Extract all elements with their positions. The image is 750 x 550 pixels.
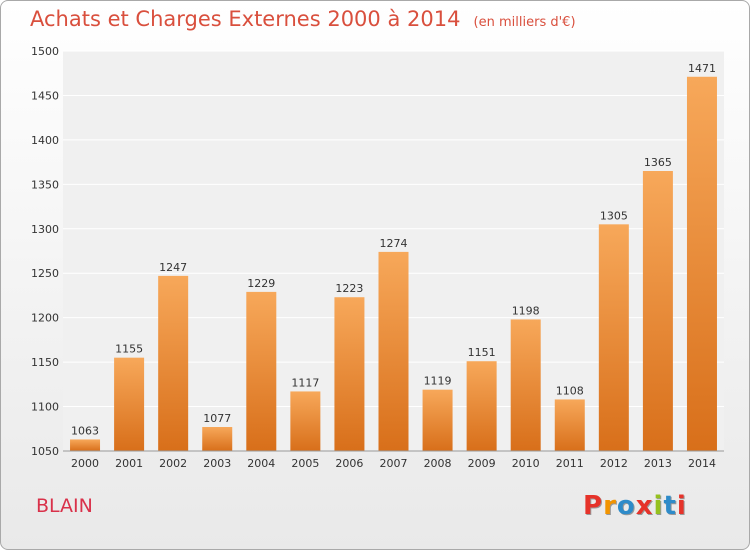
x-tick-label: 2002 [159,457,187,470]
logo-letter: t [663,491,677,521]
bar-2009 [466,361,497,451]
bar-2002 [158,275,189,451]
logo-letter: i [653,491,664,521]
x-tick-label: 2010 [512,457,540,470]
x-tick-label: 2006 [335,457,363,470]
title-row: Achats et Charges Externes 2000 à 2014 (… [30,7,576,31]
y-tick-label: 1150 [31,356,59,369]
value-label: 1223 [335,282,363,295]
bar-2001 [114,357,145,451]
value-label: 1151 [468,346,496,359]
y-tick-label: 1400 [31,134,59,147]
bar-2004 [246,291,277,451]
y-tick-label: 1050 [31,445,59,458]
value-label: 1155 [115,343,143,356]
x-tick-label: 2003 [203,457,231,470]
y-tick-label: 1450 [31,89,59,102]
x-tick-label: 2001 [115,457,143,470]
x-tick-label: 2014 [688,457,716,470]
bars [70,76,717,452]
x-tick-label: 2011 [556,457,584,470]
value-label: 1274 [380,237,408,250]
y-tick-label: 1300 [31,223,59,236]
value-labels: 1063 1155 1247 1077 1229 1117 1223 1274 1119 1151… [71,62,716,438]
value-label: 1198 [512,304,540,317]
value-label: 1229 [247,277,275,290]
bar-2013 [642,171,673,451]
chart-title: Achats et Charges Externes 2000 à 2014 [30,7,461,31]
value-label: 1117 [291,376,319,389]
x-tick-label: 2000 [71,457,99,470]
bar-2003 [202,427,233,451]
value-label: 1471 [688,62,716,75]
bar-2000 [70,439,101,451]
logo-letter: r [603,491,617,521]
x-tick-label: 2013 [644,457,672,470]
logo-letter: P [583,491,604,521]
unit-note: (en milliers d'€) [473,15,576,30]
y-tick-label: 1100 [31,401,59,414]
bar-2010 [510,319,541,451]
logo-letter: i [676,491,687,521]
x-tick-label: 2007 [380,457,408,470]
y-tick-label: 1350 [31,178,59,191]
value-label: 1305 [600,209,628,222]
value-label: 1119 [424,375,452,388]
logo-letter: o [616,491,636,521]
y-tick-label: 1250 [31,267,59,280]
x-tick-label: 2005 [291,457,319,470]
bar-2007 [378,251,409,451]
bar-2011 [554,399,585,451]
x-tick-label: 2012 [600,457,628,470]
value-label: 1365 [644,156,672,169]
city-name: BLAIN [36,495,93,517]
value-label: 1063 [71,424,99,437]
y-tick-label: 1200 [31,312,59,325]
x-axis: 2000 2001 2002 2003 2004 2005 2006 2007 2008 2009… [71,457,716,470]
logo-letter: x [635,491,654,521]
x-tick-label: 2009 [468,457,496,470]
bar-2014 [686,76,717,452]
bar-2006 [334,297,365,451]
x-tick-label: 2004 [247,457,275,470]
y-tick-label: 1500 [31,45,59,58]
bar-2005 [290,391,321,451]
bar-2012 [598,224,629,451]
value-label: 1247 [159,261,187,274]
x-tick-label: 2008 [424,457,452,470]
value-label: 1077 [203,412,231,425]
proxiti-logo: Proxiti [583,491,687,521]
value-label: 1108 [556,384,584,397]
y-axis: 1050 1100 1150 1200 1250 1300 1350 1400 1450 1500 [31,45,724,458]
bar-2008 [422,389,453,451]
